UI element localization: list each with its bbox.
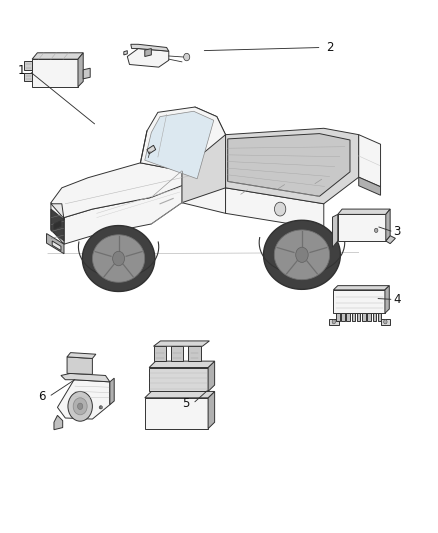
Polygon shape [359, 135, 381, 187]
Polygon shape [67, 357, 92, 374]
Polygon shape [110, 378, 114, 405]
Polygon shape [83, 68, 90, 79]
Polygon shape [153, 341, 209, 346]
Text: 5: 5 [183, 397, 190, 410]
Polygon shape [24, 73, 32, 82]
Circle shape [374, 228, 378, 232]
Polygon shape [141, 107, 226, 181]
Polygon shape [64, 171, 226, 244]
Polygon shape [24, 61, 32, 70]
Polygon shape [145, 49, 151, 56]
Polygon shape [226, 188, 324, 229]
Polygon shape [145, 398, 208, 429]
Polygon shape [362, 313, 366, 321]
Polygon shape [54, 415, 63, 430]
Polygon shape [149, 361, 215, 368]
Polygon shape [385, 286, 389, 313]
Circle shape [296, 247, 308, 262]
Circle shape [332, 320, 336, 324]
Text: 4: 4 [393, 293, 401, 306]
Polygon shape [359, 177, 381, 195]
Polygon shape [346, 313, 350, 321]
Polygon shape [54, 221, 61, 229]
Polygon shape [333, 286, 389, 290]
Polygon shape [127, 49, 169, 67]
Polygon shape [333, 290, 385, 313]
Polygon shape [67, 353, 96, 359]
Polygon shape [52, 241, 61, 251]
Polygon shape [92, 235, 145, 282]
Polygon shape [124, 51, 127, 55]
Text: 6: 6 [39, 390, 46, 403]
Polygon shape [145, 391, 215, 398]
Polygon shape [357, 313, 360, 321]
Polygon shape [51, 163, 193, 217]
Polygon shape [171, 346, 183, 361]
Polygon shape [182, 135, 226, 203]
Circle shape [184, 53, 190, 61]
Circle shape [384, 320, 387, 324]
Polygon shape [188, 346, 201, 361]
Polygon shape [341, 313, 345, 321]
Polygon shape [149, 368, 208, 391]
Circle shape [73, 398, 87, 415]
Polygon shape [274, 230, 330, 280]
Polygon shape [46, 233, 64, 254]
Polygon shape [153, 346, 166, 361]
Polygon shape [208, 361, 215, 391]
Polygon shape [32, 53, 83, 59]
Polygon shape [386, 209, 390, 241]
Polygon shape [329, 319, 339, 325]
Polygon shape [386, 236, 396, 244]
Polygon shape [226, 128, 359, 204]
Polygon shape [208, 391, 215, 429]
Text: 3: 3 [393, 225, 401, 238]
Polygon shape [338, 214, 386, 241]
Polygon shape [141, 107, 226, 171]
Polygon shape [336, 313, 339, 321]
Circle shape [113, 251, 124, 266]
Text: 1: 1 [18, 64, 25, 77]
Polygon shape [332, 214, 338, 247]
Polygon shape [78, 53, 83, 87]
Circle shape [78, 403, 83, 409]
Polygon shape [373, 313, 376, 321]
Polygon shape [51, 204, 64, 220]
Polygon shape [51, 203, 64, 244]
Circle shape [99, 406, 102, 409]
Polygon shape [145, 111, 214, 179]
Polygon shape [352, 313, 355, 321]
Polygon shape [367, 313, 371, 321]
Polygon shape [264, 220, 340, 289]
Polygon shape [61, 373, 110, 382]
Polygon shape [131, 44, 169, 51]
Polygon shape [381, 319, 390, 325]
Polygon shape [147, 146, 155, 154]
Circle shape [100, 406, 102, 409]
Circle shape [275, 202, 286, 216]
Polygon shape [51, 209, 64, 241]
Polygon shape [57, 379, 110, 419]
Polygon shape [82, 225, 155, 292]
Polygon shape [338, 209, 390, 214]
Text: 2: 2 [327, 41, 334, 54]
Polygon shape [32, 59, 78, 87]
Circle shape [68, 391, 92, 421]
Polygon shape [378, 313, 381, 321]
Polygon shape [228, 134, 350, 196]
